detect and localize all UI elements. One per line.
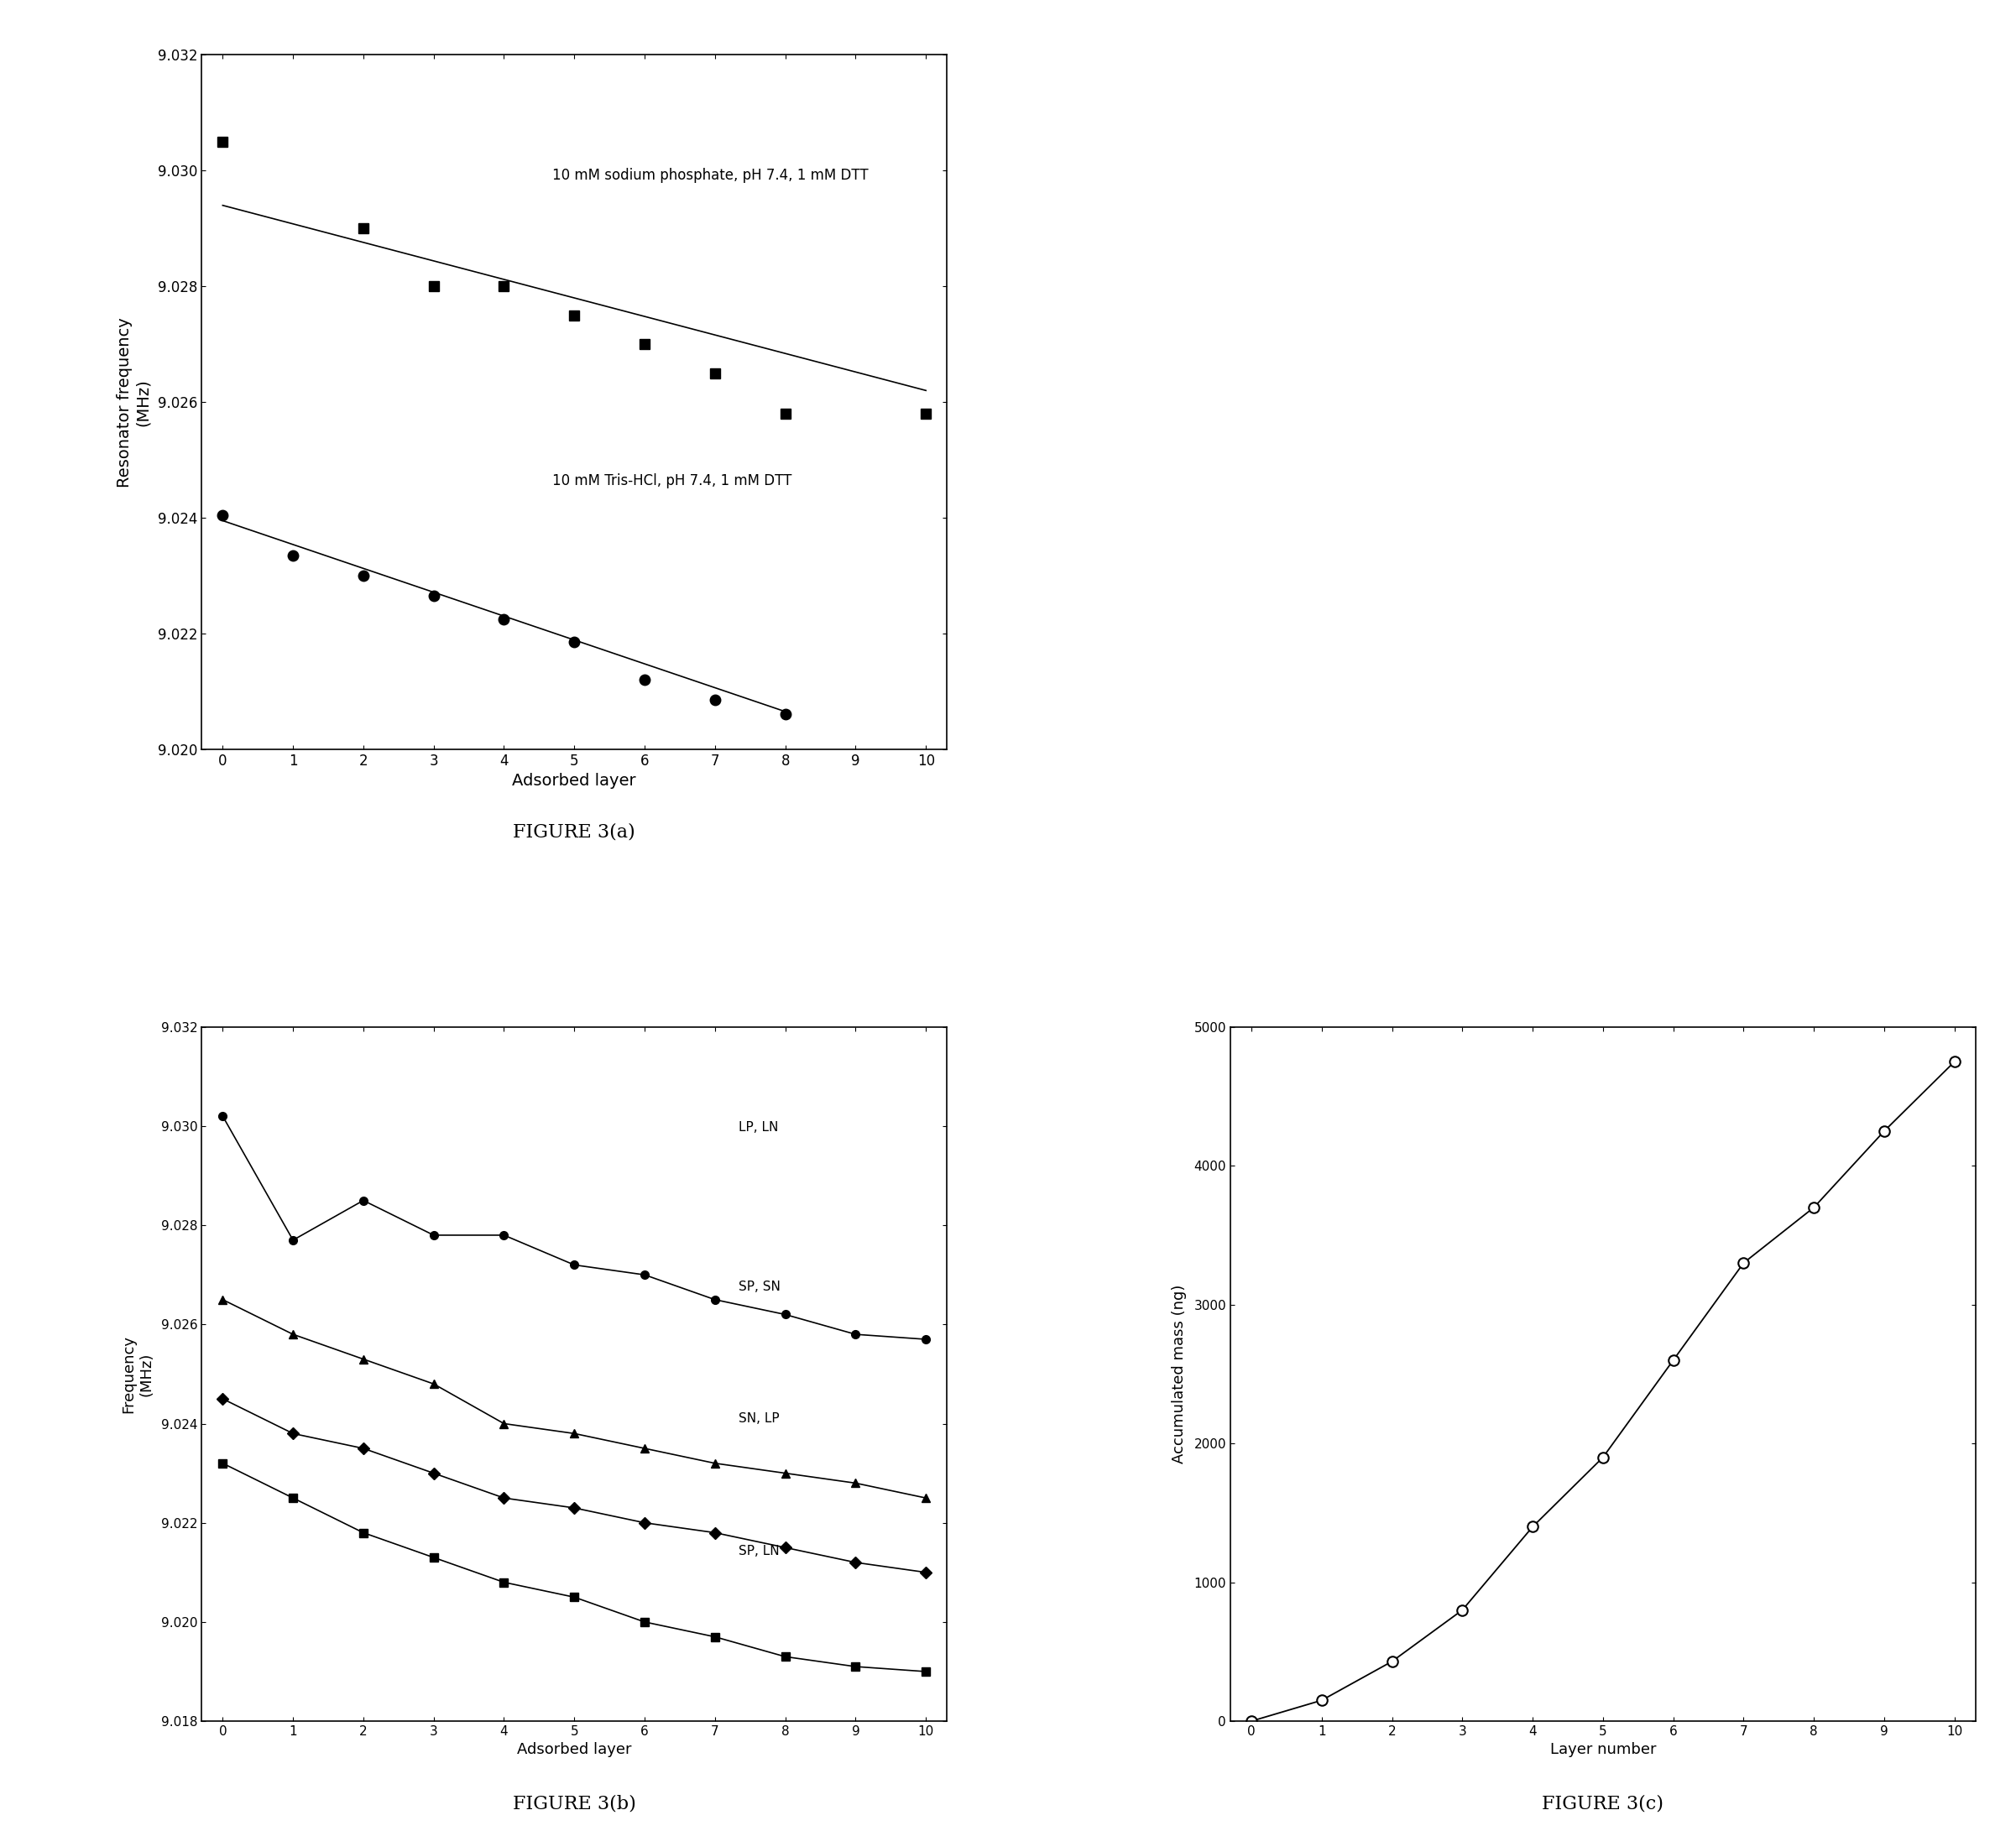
Text: 10 mM Tris-HCl, pH 7.4, 1 mM DTT: 10 mM Tris-HCl, pH 7.4, 1 mM DTT	[552, 474, 792, 489]
Text: LP, LN: LP, LN	[738, 1121, 778, 1133]
X-axis label: Adsorbed layer: Adsorbed layer	[512, 773, 637, 789]
Text: SN, LP: SN, LP	[738, 1412, 778, 1425]
Text: FIGURE 3(a): FIGURE 3(a)	[514, 822, 635, 840]
Text: 10 mM sodium phosphate, pH 7.4, 1 mM DTT: 10 mM sodium phosphate, pH 7.4, 1 mM DTT	[552, 168, 869, 183]
Text: FIGURE 3(b): FIGURE 3(b)	[512, 1794, 635, 1813]
Text: SP, LN: SP, LN	[738, 1545, 778, 1556]
Y-axis label: Resonator frequency
(MHz): Resonator frequency (MHz)	[117, 317, 151, 487]
Text: SP, SN: SP, SN	[738, 1280, 780, 1293]
Y-axis label: Frequency
(MHz): Frequency (MHz)	[121, 1335, 153, 1414]
Text: FIGURE 3(c): FIGURE 3(c)	[1542, 1794, 1663, 1813]
X-axis label: Adsorbed layer: Adsorbed layer	[516, 1743, 631, 1758]
Y-axis label: Accumulated mass (ng): Accumulated mass (ng)	[1171, 1285, 1187, 1463]
X-axis label: Layer number: Layer number	[1550, 1743, 1655, 1758]
